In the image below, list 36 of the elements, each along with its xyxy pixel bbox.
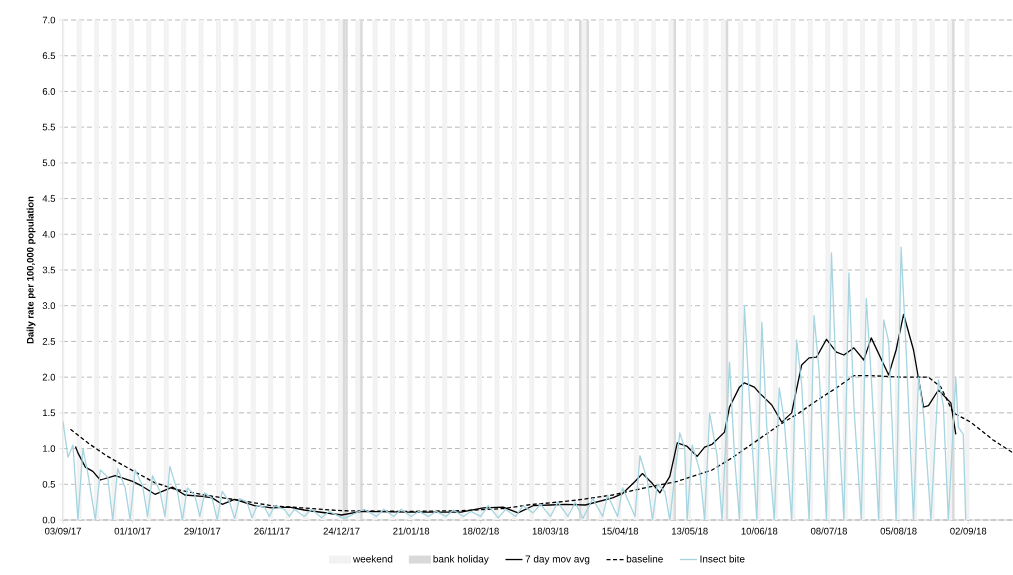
y-tick-label: 4.0 xyxy=(42,230,56,238)
x-tick-label: 24/12/17 xyxy=(323,527,360,535)
legend-label: weekend xyxy=(352,555,393,563)
x-tick-label: 01/10/17 xyxy=(114,527,151,535)
x-tick-label: 05/08/18 xyxy=(880,527,917,535)
y-tick-label: 3.0 xyxy=(42,302,56,310)
x-tick-label: 18/02/18 xyxy=(463,527,499,535)
y-tick-label: 2.0 xyxy=(42,373,56,381)
x-tick-label: 08/07/18 xyxy=(810,527,847,535)
legend-label: 7 day mov avg xyxy=(525,555,590,565)
x-tick-label: 29/10/17 xyxy=(184,527,221,535)
x-tick-label: 02/09/18 xyxy=(950,527,987,535)
x-tick-label: 15/04/18 xyxy=(602,527,639,535)
y-tick-label: 7.0 xyxy=(42,16,56,24)
x-tick-label: 03/09/17 xyxy=(44,527,81,535)
x-tick-label: 13/05/18 xyxy=(672,527,708,535)
x-tick-label: 21/01/18 xyxy=(393,527,430,535)
y-tick-label: 5.5 xyxy=(42,123,56,131)
y-axis-title: Daily rate per 100,000 population xyxy=(26,196,36,344)
y-tick-label: 6.0 xyxy=(42,88,56,95)
y-tick-label: 6.5 xyxy=(42,52,56,60)
legend-label: bank holiday xyxy=(433,555,489,565)
x-tick-label: 10/06/18 xyxy=(741,527,778,535)
y-tick-label: 1.0 xyxy=(43,445,56,452)
y-tick-label: 3.5 xyxy=(42,266,56,274)
x-tick-label: 18/03/18 xyxy=(532,527,569,535)
x-tick-label: 26/11/17 xyxy=(254,527,290,535)
y-tick-label: 5.0 xyxy=(42,159,56,167)
legend-label: baseline xyxy=(626,555,663,563)
line-series xyxy=(63,246,967,520)
y-tick-label: 1.5 xyxy=(43,409,56,417)
y-tick-label: 0.0 xyxy=(42,516,56,524)
y-tick-label: 2.5 xyxy=(42,338,56,345)
legend-label: Insect bite xyxy=(700,555,745,563)
y-tick-label: 0.5 xyxy=(42,480,56,488)
y-tick-label: 4.5 xyxy=(42,195,56,202)
